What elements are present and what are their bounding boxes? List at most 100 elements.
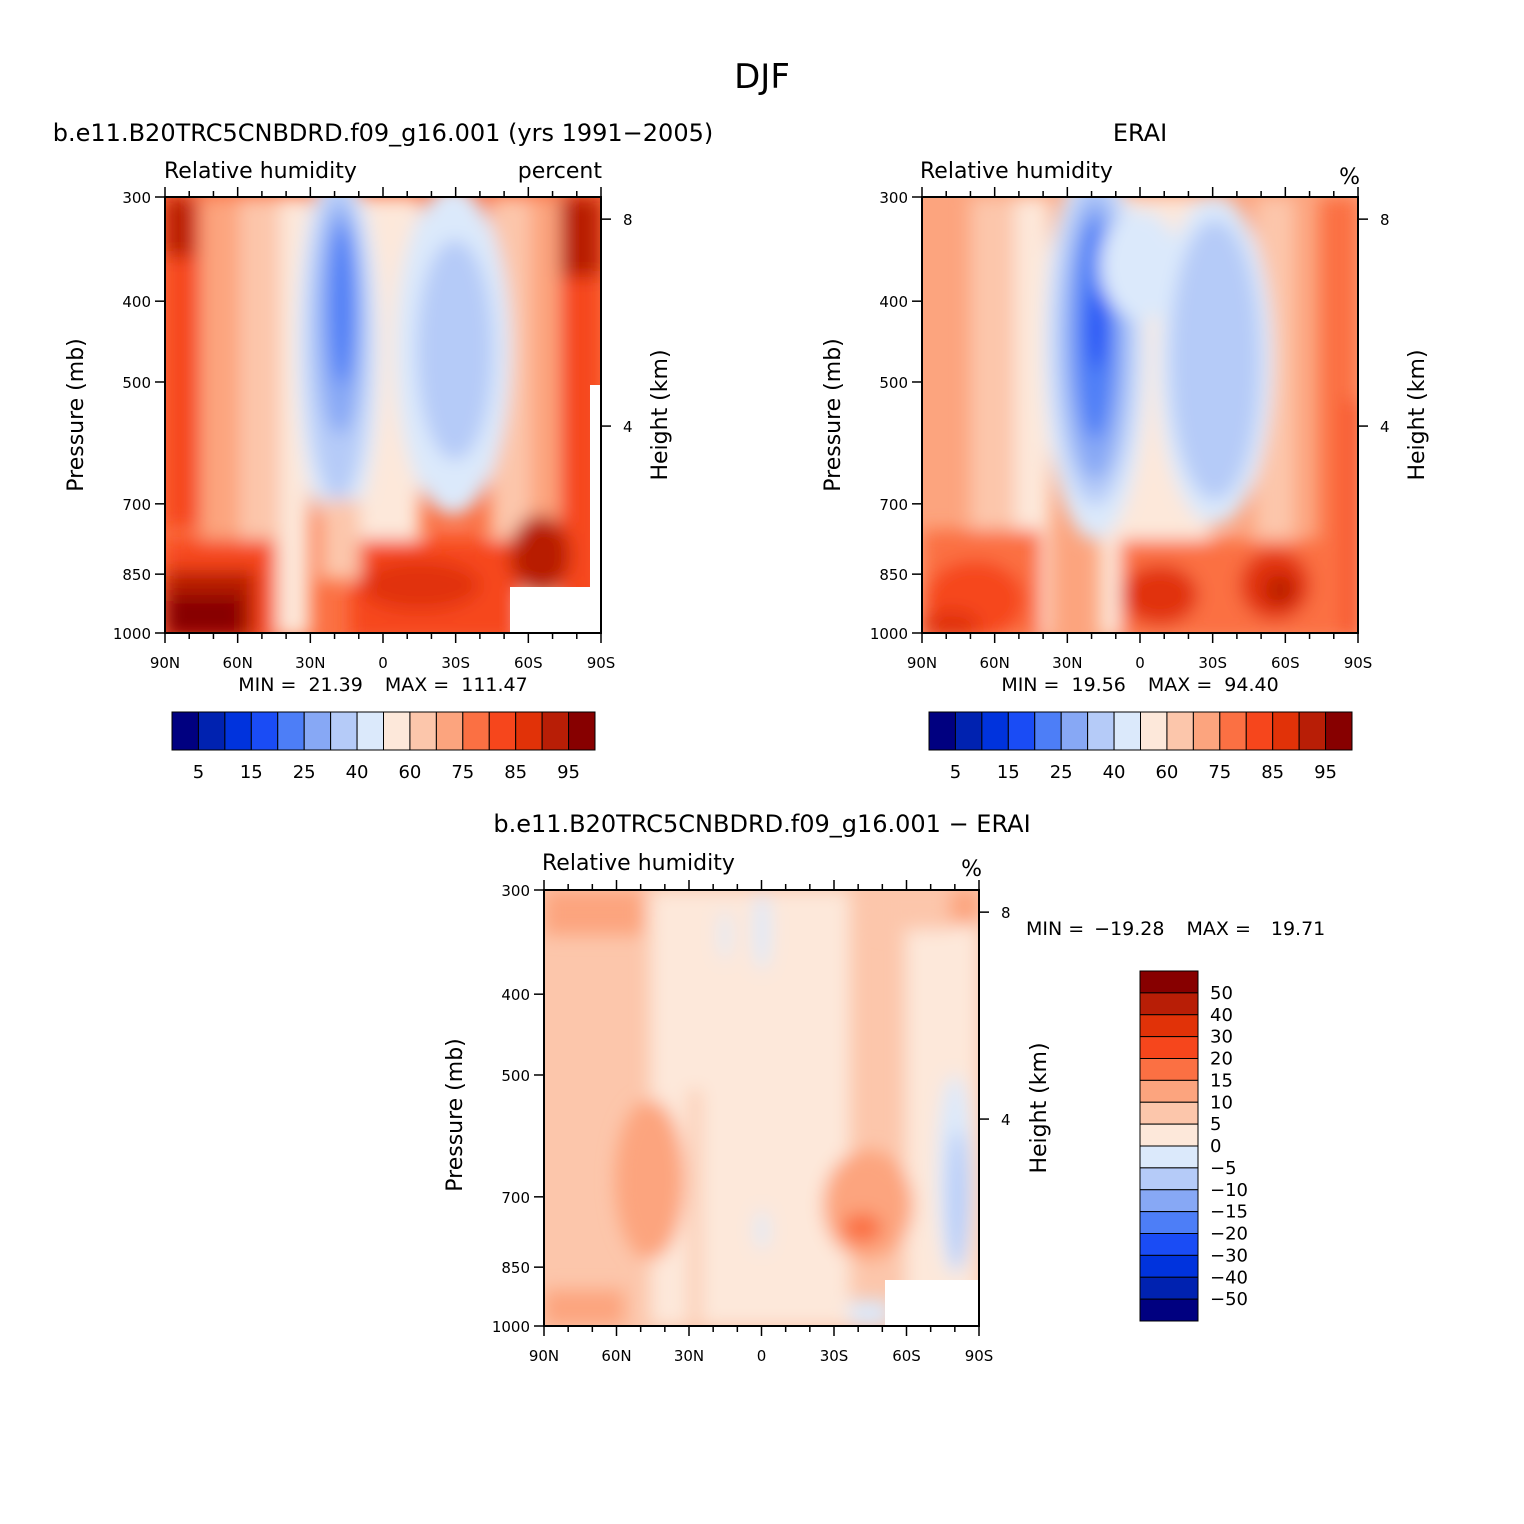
colorbar-box — [981, 711, 1009, 751]
colorbar-label: 15 — [240, 762, 263, 783]
x-tick-label: 90S — [587, 654, 616, 672]
y-tick-label: 1000 — [113, 625, 151, 643]
y-tick-label: 850 — [501, 1259, 530, 1277]
x-tick-label: 0 — [757, 1347, 767, 1365]
figure-title: DJF — [734, 57, 790, 97]
colorbar-box — [462, 711, 490, 751]
y2-tick-label: 4 — [1380, 418, 1390, 436]
colorbar-label: 40 — [1210, 1005, 1233, 1026]
x-tick-label: 30N — [674, 1347, 704, 1365]
colorbar-box — [1139, 1167, 1199, 1191]
y-tick-label: 850 — [879, 566, 908, 584]
panel-model: b.e11.B20TRC5CNBDRD.f09_g16.001 (yrs 199… — [53, 119, 713, 783]
colorbar-box — [1034, 711, 1062, 751]
colorbar-label: 75 — [1208, 762, 1231, 783]
right-subtitle: % — [961, 857, 982, 882]
panel-erai: ERAI Relative humidity % — [821, 119, 1430, 783]
colorbar-box — [330, 711, 358, 751]
x-tick-label: 30S — [1198, 654, 1227, 672]
colorbar-box — [1139, 1058, 1199, 1081]
y-tick-label: 700 — [879, 496, 908, 514]
y2-axis-label: Height (km) — [648, 349, 673, 480]
x-tick-label: 0 — [1135, 654, 1145, 672]
colorbar-label: 0 — [1210, 1136, 1221, 1157]
colorbar-box — [928, 711, 956, 751]
y-tick-label: 300 — [501, 882, 530, 900]
colorbar-box — [1245, 711, 1274, 751]
colorbar-label: 50 — [1210, 983, 1233, 1004]
y-axis-label: Pressure (mb) — [64, 338, 89, 492]
left-subtitle: Relative humidity — [542, 851, 735, 876]
max-label: MAX = — [1187, 918, 1251, 940]
min-value: 21.39 — [308, 674, 362, 696]
colorbar-box — [1139, 1211, 1199, 1234]
x-tick-label: 90N — [907, 654, 937, 672]
colorbar: 5 15 25 40 60 75 85 95 — [928, 711, 1353, 783]
colorbar-label: 40 — [1103, 762, 1126, 783]
colorbar-box — [303, 711, 332, 751]
y-tick-label: 400 — [501, 986, 530, 1004]
max-value: 94.40 — [1224, 674, 1278, 696]
colorbar-box — [1139, 1233, 1199, 1256]
colorbar-label: 25 — [293, 762, 316, 783]
colorbar-box — [1192, 711, 1221, 751]
y2-axis-label: Height (km) — [1027, 1042, 1052, 1173]
x-tick-label: 0 — [378, 654, 388, 672]
y-tick-label: 500 — [879, 374, 908, 392]
colorbar-box — [1007, 711, 1036, 751]
colorbar-label: 5 — [950, 762, 961, 783]
y-tick-label: 500 — [501, 1067, 530, 1085]
y-tick-label: 400 — [122, 293, 151, 311]
colorbar-box — [250, 711, 279, 751]
min-value: 19.56 — [1071, 674, 1125, 696]
left-subtitle: Relative humidity — [920, 159, 1113, 184]
y-tick-label: 1000 — [870, 625, 908, 643]
max-value: 19.71 — [1271, 918, 1325, 940]
x-tick-label: 60N — [601, 1347, 631, 1365]
max-label: MAX = — [385, 674, 449, 696]
contour-field — [922, 197, 1358, 633]
tick-marks: 90N 60N 30N 0 30S 60S 90S 300 400 500 700 850 1000 8 4 — [870, 187, 1390, 672]
colorbar-box — [1140, 711, 1168, 751]
colorbar-box — [197, 711, 226, 751]
colorbar-box — [409, 711, 437, 751]
y2-tick-label: 8 — [1380, 211, 1390, 229]
x-tick-label: 60N — [980, 654, 1010, 672]
panel-title: ERAI — [1113, 119, 1167, 147]
colorbar-box — [568, 711, 596, 751]
colorbar-label: 10 — [1210, 1092, 1233, 1113]
colorbar-box — [1219, 711, 1247, 751]
x-tick-label: 90S — [965, 1347, 994, 1365]
colorbar-box — [1139, 1254, 1199, 1278]
colorbar-label: −20 — [1210, 1224, 1248, 1245]
colorbar-box — [435, 711, 464, 751]
colorbar-box — [488, 711, 517, 751]
y-tick-label: 700 — [501, 1189, 530, 1207]
min-value: −19.28 — [1094, 918, 1164, 940]
colorbar-label: 5 — [1210, 1114, 1221, 1135]
x-tick-label: 90S — [1344, 654, 1373, 672]
min-max-label: MIN = 19.56 MAX = 94.40 — [1001, 674, 1278, 696]
colorbar-label: 60 — [1155, 762, 1178, 783]
max-value: 111.47 — [461, 674, 527, 696]
colorbar-label: 95 — [1314, 762, 1337, 783]
colorbar-box — [1087, 711, 1115, 751]
y-axis-label: Pressure (mb) — [821, 338, 846, 492]
colorbar-box — [1139, 1079, 1199, 1103]
colorbar-box — [1139, 1123, 1199, 1147]
colorbar-label: 20 — [1210, 1049, 1233, 1070]
colorbar-label: 95 — [557, 762, 580, 783]
right-subtitle: percent — [518, 159, 603, 184]
colorbar-box — [954, 711, 983, 751]
colorbar-box — [1139, 970, 1199, 994]
contour-field — [165, 197, 601, 633]
colorbar-label: −15 — [1210, 1202, 1248, 1223]
tick-marks: 90N 60N 30N 0 30S 60S 90S 300 400 500 700 850 1000 8 4 — [113, 187, 633, 672]
y-tick-label: 300 — [879, 189, 908, 207]
colorbar-label: −10 — [1210, 1180, 1248, 1201]
colorbar-box — [1113, 711, 1141, 751]
colorbar-box — [1139, 992, 1199, 1016]
x-tick-label: 90N — [529, 1347, 559, 1365]
colorbar-box — [383, 711, 411, 751]
colorbar-label: −40 — [1210, 1267, 1248, 1288]
